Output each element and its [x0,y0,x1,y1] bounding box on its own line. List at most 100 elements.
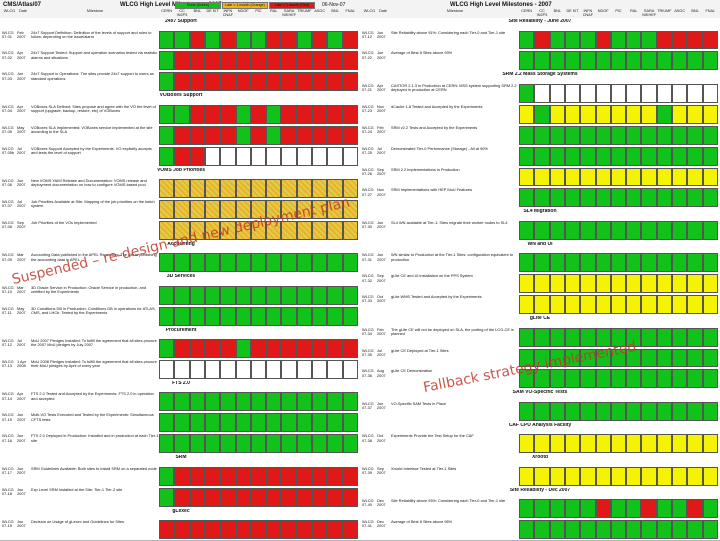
right-rows: Site Reliability - June 2007 WLCG 07-12 Ju… [360,18,720,541]
status-cell [610,220,627,240]
status-cell [519,83,535,103]
milestone-text: Experiments Provide the Test Setup for t… [391,434,474,439]
status-cell [220,434,236,454]
status-cell [595,434,611,454]
milestone-text: SRM Implementations with HEP MoU Feature… [391,188,473,193]
status-cell [564,520,581,539]
status-cell [672,520,688,539]
status-cell [266,199,282,219]
status-cell [159,199,175,219]
milestone-date: Dec 2007 [377,499,386,508]
milestone-date: Sep 2007 [17,220,26,230]
milestone-row: WLCG 07-04 Apr 2007 VOBoxes SLA Defined: S… [0,103,362,126]
status-cell [159,520,175,539]
milestone-id: WLCG 07-11 [2,306,14,315]
status-cell [220,520,236,539]
status-cell [687,30,703,50]
status-cell [250,360,267,379]
status-cell [174,30,190,50]
milestone-id: WLCG 07-05b [2,146,15,155]
status-cell [159,392,175,412]
status-cell [342,487,358,507]
status-cell [250,104,267,124]
milestone-row: WLCG 07-37 Jun 2007 VO-Specific SAM Tests … [360,400,720,423]
status-cell [281,520,297,539]
section-title: 3D Services [166,274,196,279]
status-cell [687,146,703,166]
milestone-text: Average of Best 8 Sites above 93% [391,51,453,56]
milestone-date: Feb 2007 [377,327,386,336]
status-cell [672,30,688,50]
status-cell [220,306,236,326]
status-cell [342,199,358,219]
status-cell [235,392,251,412]
status-cell [687,51,703,71]
milestone-row: WLCG 07-35 Jul 2007 gLite CE Deployed at T… [360,347,720,370]
status-cell [672,51,688,71]
milestone-id: WLCG 07-12 [2,339,14,348]
status-cell [327,104,343,124]
milestone-id: WLCG 07-07 [2,199,14,209]
milestone-id: WLCG 07-33 [362,295,374,304]
status-cell [549,401,565,421]
section-title: Site Reliability - June 2007 [508,19,572,24]
status-cell [250,220,267,240]
status-cell [564,466,581,486]
status-cell [159,179,175,198]
status-cell [296,306,313,326]
status-cell [519,104,535,124]
status-cell [327,179,343,198]
status-cell [327,339,343,358]
status-cell [204,285,221,305]
status-cell [687,188,703,208]
milestone-id: WLCG 07-09 [2,253,14,262]
milestone-id: WLCG 07-32 [362,274,374,283]
status-cell [159,72,175,92]
status-cell [549,51,565,71]
status-cell [534,327,550,347]
status-cell [564,188,581,208]
status-cell [656,466,673,486]
status-cell [220,51,236,71]
status-cell [342,30,358,50]
status-cell [312,360,328,379]
status-cell [610,520,627,539]
status-cell [534,146,550,166]
status-cell [235,72,251,92]
status-cell [159,434,175,454]
status-cell [702,434,718,454]
milestone-text: Site Reliability above 91%: Considering … [391,30,506,35]
milestone-date: Aug 2007 [377,369,386,378]
status-cell [534,499,550,519]
status-cell [174,434,190,454]
site-column-header: BNL [691,9,699,13]
milestone-id: WLCG 07-22 [362,51,374,60]
status-cell [266,30,282,50]
status-cell [656,295,673,315]
status-cell [281,179,297,198]
status-cell [296,179,313,198]
status-cell [672,146,688,166]
status-cell [534,220,550,240]
status-cell [174,72,190,92]
status-cell [702,253,718,273]
status-cell [281,306,297,326]
status-cell [204,413,221,433]
status-cell [519,499,535,519]
status-cell [281,392,297,412]
status-cell [534,253,550,273]
status-cell [189,51,205,71]
status-cell [672,104,688,124]
status-cell [220,487,236,507]
milestone-text: Site Reliability above 93%: Considering … [391,499,506,504]
milestone-row: WLCG 07-01 Feb 2007 24x7 Support Definitio… [0,29,362,52]
status-cell [687,274,703,294]
milestone-text: Average of Best 8 Sites above 95% [391,520,453,525]
milestone-date: Jun 2007 [377,401,386,411]
status-cell [204,434,221,454]
status-cell [342,339,358,358]
site-column-header: CC IN2P3 [536,9,548,17]
status-cell [159,125,175,145]
milestone-row: WLCG 07-17 Jun 2007 SRM Guidelines Availab… [0,465,362,488]
status-cell [610,401,627,421]
